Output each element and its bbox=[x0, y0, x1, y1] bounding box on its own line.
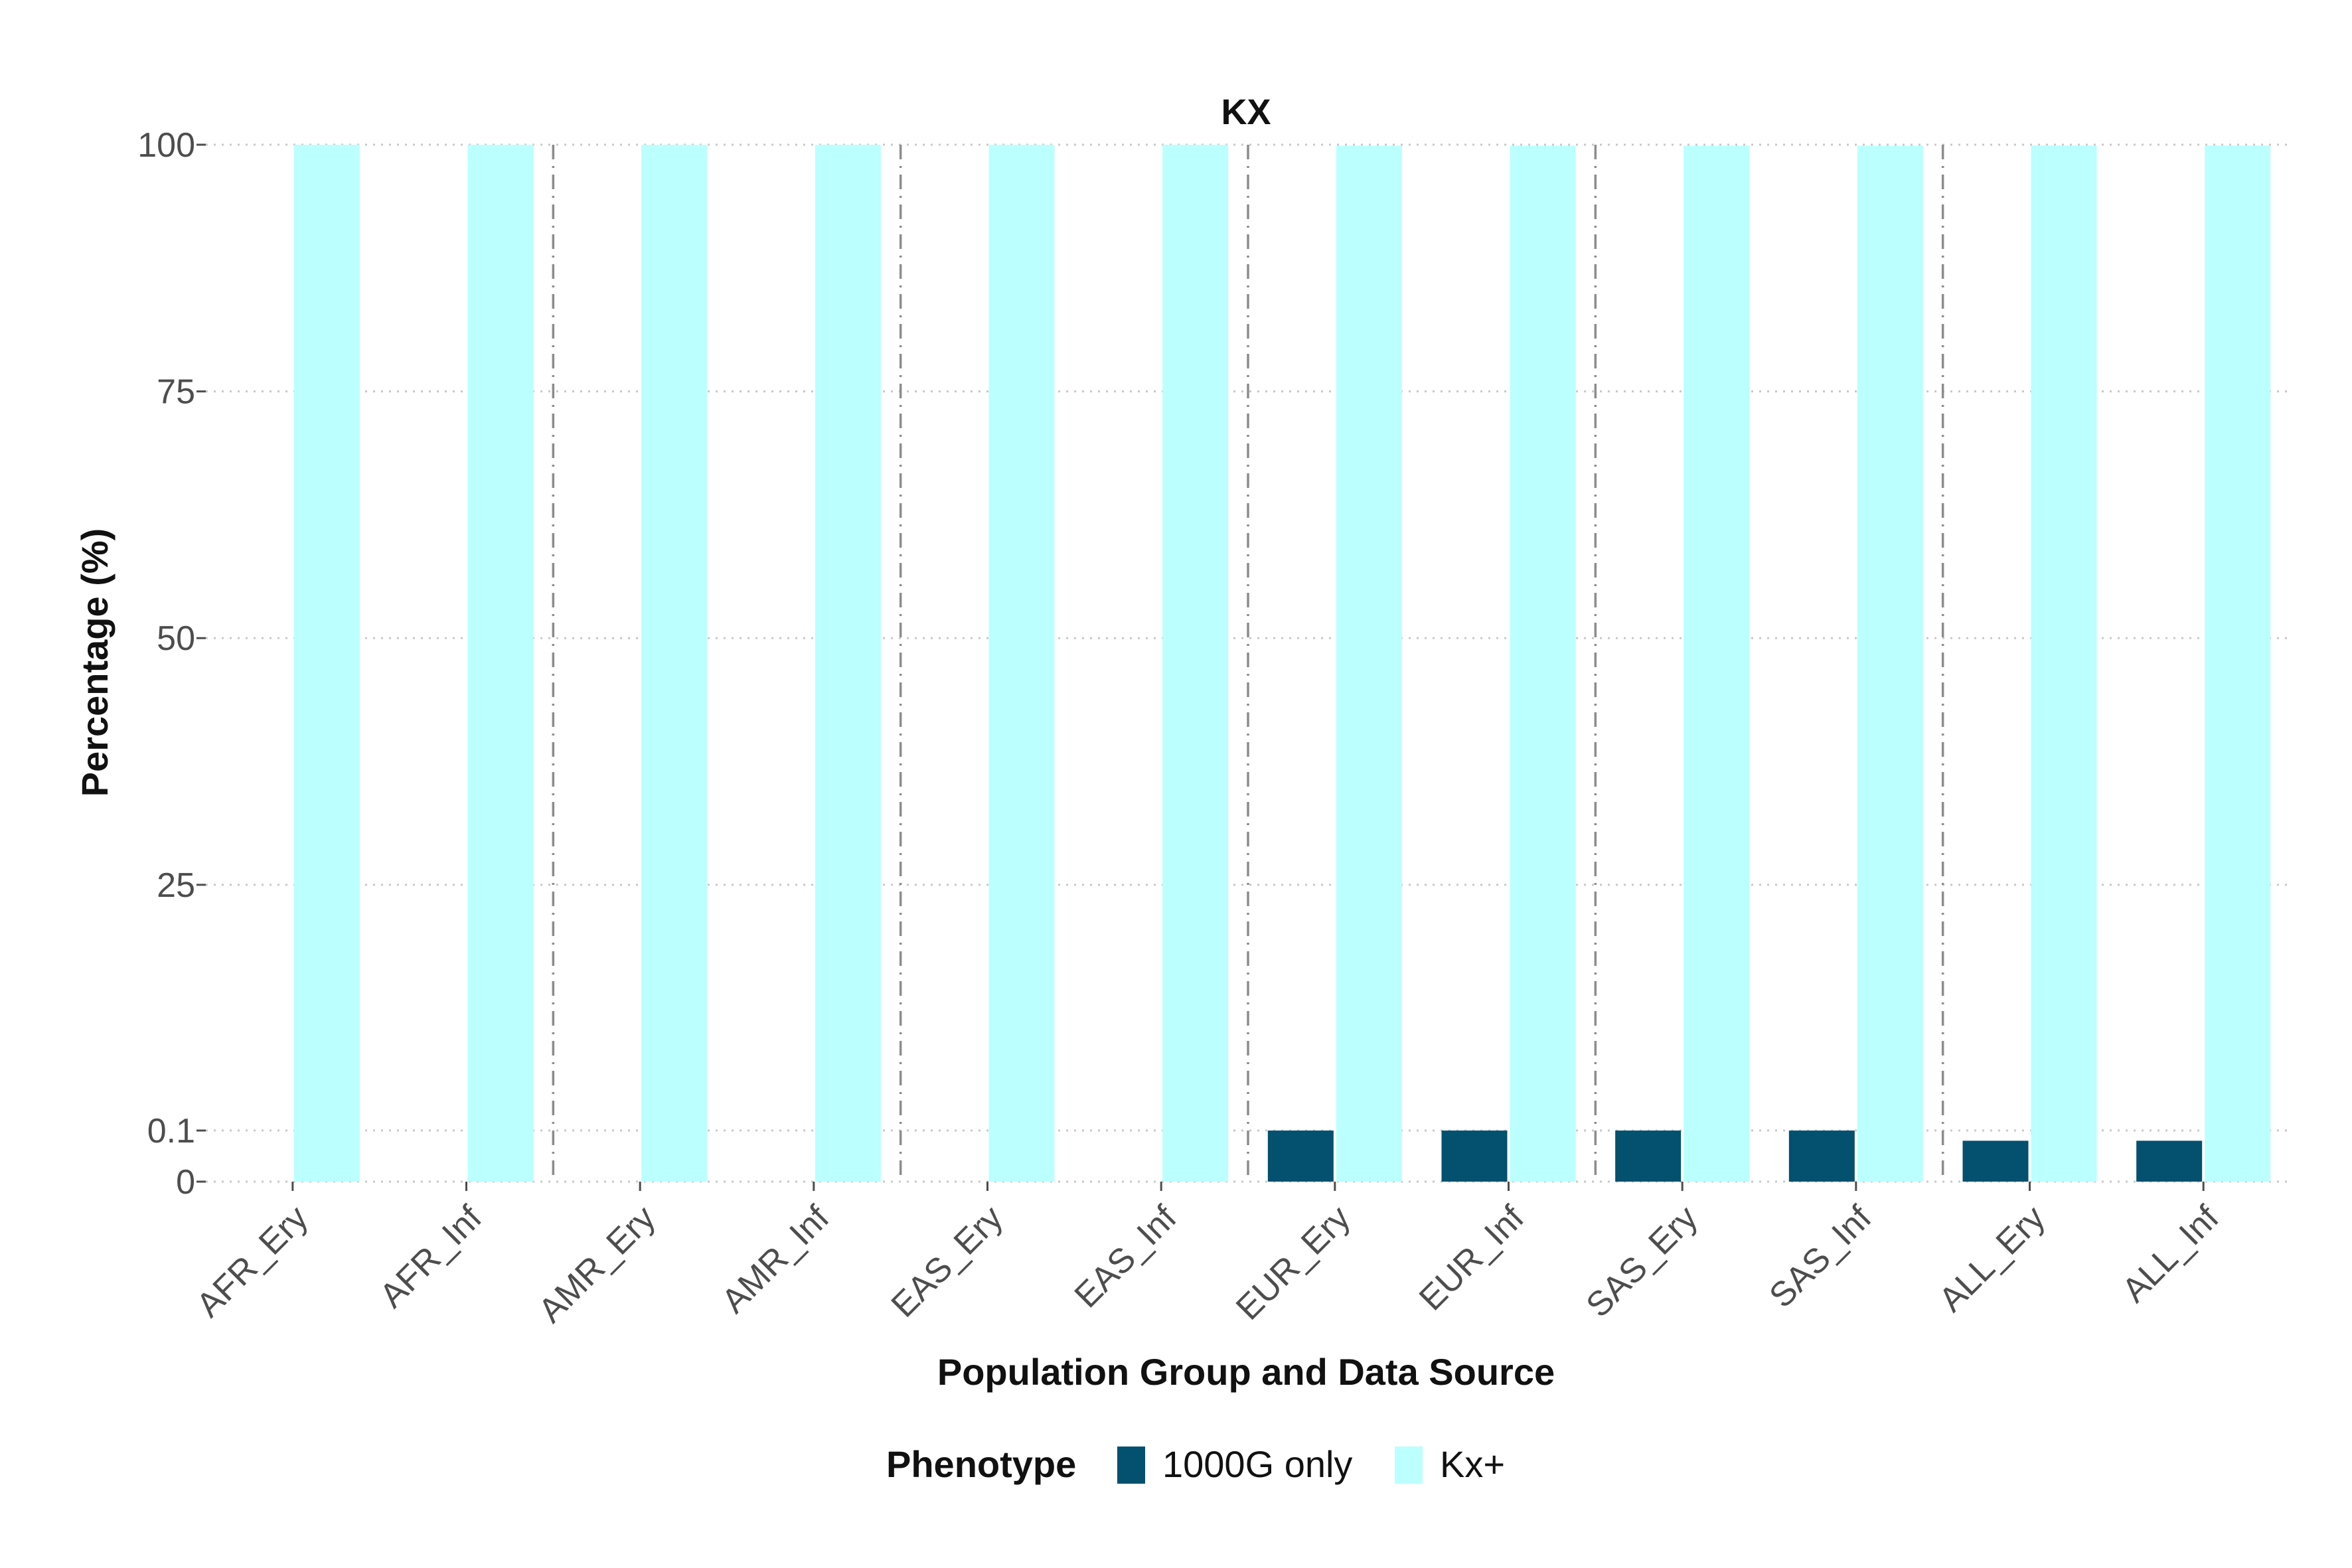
bar-kx-plus-eur-ery bbox=[1336, 145, 1402, 1182]
bars bbox=[293, 145, 2271, 1182]
y-tick-label-5: 100 bbox=[137, 126, 195, 165]
bar-1000g-only-all-inf bbox=[2136, 1140, 2203, 1182]
bar-kx-plus-amr-ery bbox=[641, 145, 708, 1182]
bar-kx-plus-eas-inf bbox=[1162, 145, 1229, 1182]
y-tick-label-0: 0 bbox=[176, 1163, 195, 1202]
group-separators bbox=[552, 145, 1944, 1182]
y-axis-ticks: 0 0.1 25 50 75 100 bbox=[137, 126, 206, 1202]
y-axis-title: Percentage (%) bbox=[74, 528, 116, 797]
bar-kx-plus-all-inf bbox=[2205, 145, 2271, 1182]
bar-1000g-only-eur-ery bbox=[1267, 1131, 1334, 1182]
y-tick-label-2: 25 bbox=[157, 866, 195, 905]
y-tick-label-4: 75 bbox=[157, 373, 195, 412]
bar-1000g-only-eur-inf bbox=[1441, 1131, 1508, 1182]
legend-label-1000g-only: 1000G only bbox=[1162, 1443, 1352, 1485]
legend: Phenotype 1000G only Kx+ bbox=[886, 1443, 1505, 1485]
chart-title: KX bbox=[1221, 92, 1271, 132]
bar-kx-plus-sas-inf bbox=[1857, 145, 1923, 1182]
bar-kx-plus-amr-inf bbox=[815, 145, 881, 1182]
legend-title: Phenotype bbox=[886, 1443, 1076, 1485]
legend-label-kx-plus: Kx+ bbox=[1440, 1443, 1505, 1485]
legend-swatch-1000g-only bbox=[1117, 1447, 1145, 1484]
bar-kx-plus-eas-ery bbox=[988, 145, 1055, 1182]
bar-kx-plus-sas-ery bbox=[1684, 145, 1750, 1182]
y-tick-label-3: 50 bbox=[157, 619, 195, 658]
bar-kx-plus-eur-inf bbox=[1510, 145, 1576, 1182]
bar-kx-plus-afr-ery bbox=[293, 145, 360, 1182]
y-tick-label-1: 0.1 bbox=[147, 1112, 195, 1150]
bar-1000g-only-sas-inf bbox=[1788, 1131, 1855, 1182]
bar-kx-plus-all-ery bbox=[2031, 145, 2097, 1182]
bar-1000g-only-sas-ery bbox=[1615, 1131, 1682, 1182]
x-axis-title: Population Group and Data Source bbox=[937, 1351, 1555, 1393]
bar-kx-plus-afr-inf bbox=[467, 145, 534, 1182]
bar-1000g-only-all-ery bbox=[1962, 1140, 2029, 1182]
legend-swatch-kx-plus bbox=[1395, 1447, 1423, 1484]
